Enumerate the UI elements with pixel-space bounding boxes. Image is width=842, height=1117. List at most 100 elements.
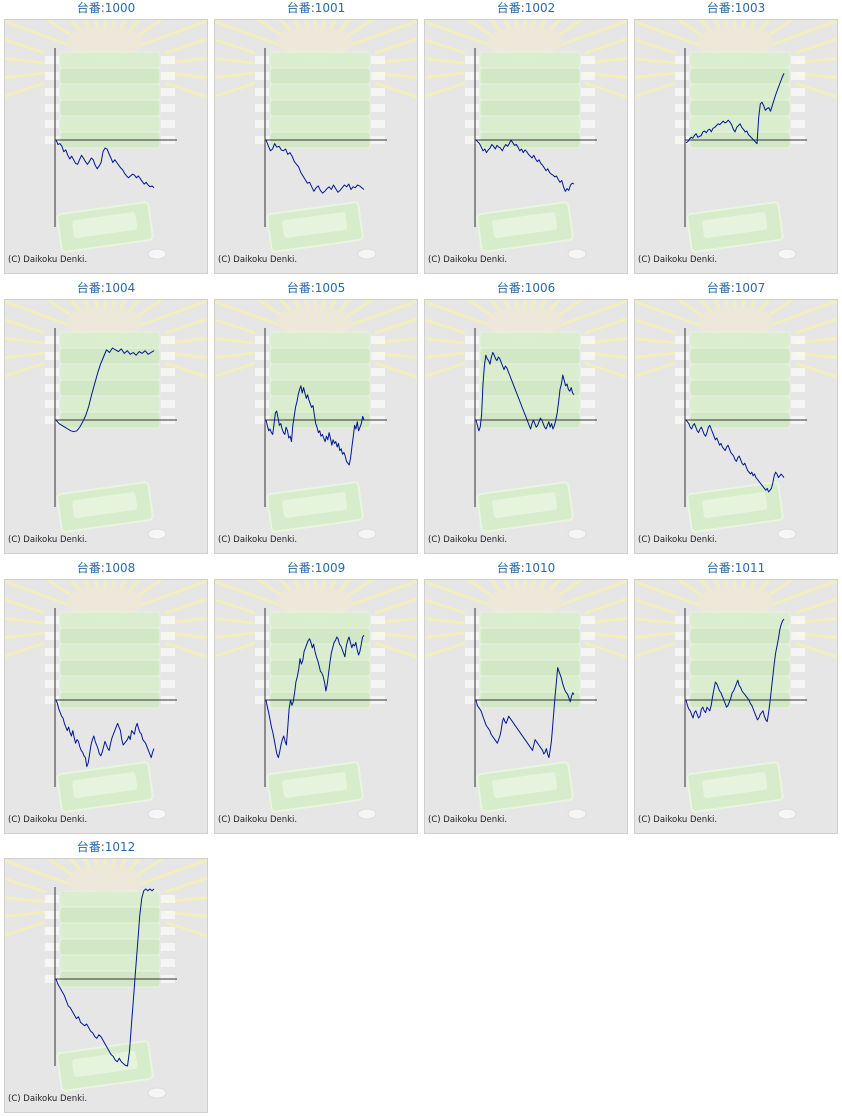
chart-cell: 台番:1002 (C) Daikoku Denki. <box>424 0 628 274</box>
copyright-text: (C) Daikoku Denki. <box>8 815 88 825</box>
machine-number-title[interactable]: 台番:1001 <box>286 1 346 15</box>
chart-cell: 台番:1007 (C) Daikoku Denki. <box>634 280 838 554</box>
crown-shape <box>487 26 563 58</box>
sunburst-rays <box>5 859 207 938</box>
stacked-boxes <box>465 611 595 709</box>
machine-number-title[interactable]: 台番:1002 <box>496 1 556 15</box>
coin-shape <box>567 248 587 260</box>
crown-shape <box>277 306 353 338</box>
coin-shape <box>567 528 587 540</box>
line-chart <box>5 580 207 820</box>
line-chart <box>635 300 837 540</box>
coin-shape <box>777 248 797 260</box>
stacked-boxes <box>675 611 805 709</box>
stacked-boxes <box>255 611 385 709</box>
line-chart <box>215 300 417 540</box>
chart-cell: 台番:1010 (C) Daikoku Denki. <box>424 560 628 834</box>
machine-number-title[interactable]: 台番:1003 <box>706 1 766 15</box>
machine-number-title[interactable]: 台番:1009 <box>286 561 346 575</box>
copyright-text: (C) Daikoku Denki. <box>638 535 718 545</box>
copyright-text: (C) Daikoku Denki. <box>218 815 298 825</box>
line-chart <box>635 20 837 260</box>
crown-shape <box>277 586 353 618</box>
chart-panel: (C) Daikoku Denki. <box>634 579 838 834</box>
machine-number-title[interactable]: 台番:1008 <box>76 561 136 575</box>
machine-number-title[interactable]: 台番:1012 <box>76 840 136 854</box>
machine-number-title[interactable]: 台番:1004 <box>76 281 136 295</box>
background-illustration <box>425 20 627 260</box>
coin-shape <box>567 808 587 820</box>
chart-panel: (C) Daikoku Denki. <box>4 579 208 834</box>
stacked-boxes <box>675 51 805 149</box>
line-chart <box>425 20 627 260</box>
series-line <box>685 618 785 723</box>
machine-number-title[interactable]: 台番:1006 <box>496 281 556 295</box>
copyright-text: (C) Daikoku Denki. <box>428 255 508 265</box>
crown-shape <box>67 26 143 58</box>
background-illustration <box>215 20 417 260</box>
coin-shape <box>147 248 167 260</box>
sunburst-rays <box>635 20 837 99</box>
copyright-text: (C) Daikoku Denki. <box>8 535 88 545</box>
chart-panel: (C) Daikoku Denki. <box>4 299 208 554</box>
chart-cell: 台番:1008 (C) Daikoku Denki. <box>4 560 208 834</box>
chart-cell: 台番:1003 (C) Daikoku Denki. <box>634 0 838 274</box>
crown-shape <box>697 306 773 338</box>
machine-number-title[interactable]: 台番:1007 <box>706 281 766 295</box>
copyright-text: (C) Daikoku Denki. <box>218 255 298 265</box>
sunburst-rays <box>215 580 417 659</box>
series-line <box>475 139 575 192</box>
series-line <box>475 667 575 759</box>
background-illustration <box>425 580 627 820</box>
crown-shape <box>67 306 143 338</box>
coin-shape <box>357 528 377 540</box>
copyright-text: (C) Daikoku Denki. <box>428 535 508 545</box>
coin-shape <box>777 528 797 540</box>
chart-cell: 台番:1011 (C) Daikoku Denki. <box>634 560 838 834</box>
chart-cell: 台番:1000 (C) Daikoku Denki. <box>4 0 208 274</box>
machine-number-title[interactable]: 台番:1000 <box>76 1 136 15</box>
line-chart <box>425 300 627 540</box>
background-illustration <box>5 859 207 1099</box>
sunburst-rays <box>5 580 207 659</box>
chart-cell: 台番:1012 (C) Daikoku Denki. <box>4 839 208 1113</box>
stacked-boxes <box>465 331 595 429</box>
sunburst-rays <box>425 20 627 99</box>
chart-panel: (C) Daikoku Denki. <box>424 19 628 274</box>
chart-panel: (C) Daikoku Denki. <box>634 299 838 554</box>
chart-panel: (C) Daikoku Denki. <box>214 579 418 834</box>
stacked-boxes <box>675 331 805 429</box>
series-line <box>265 139 365 194</box>
line-chart <box>635 580 837 820</box>
sunburst-rays <box>425 580 627 659</box>
coin-shape <box>147 528 167 540</box>
copyright-text: (C) Daikoku Denki. <box>638 255 718 265</box>
coin-shape <box>357 808 377 820</box>
copyright-text: (C) Daikoku Denki. <box>428 815 508 825</box>
stacked-boxes <box>45 611 175 709</box>
chart-panel: (C) Daikoku Denki. <box>214 19 418 274</box>
line-chart <box>215 20 417 260</box>
coin-shape <box>147 808 167 820</box>
chart-cell: 台番:1004 (C) Daikoku Denki. <box>4 280 208 554</box>
chart-panel: (C) Daikoku Denki. <box>214 299 418 554</box>
stacked-boxes <box>255 331 385 429</box>
chart-cell: 台番:1005 (C) Daikoku Denki. <box>214 280 418 554</box>
background-illustration <box>215 300 417 540</box>
machine-number-title[interactable]: 台番:1011 <box>706 561 766 575</box>
chart-panel: (C) Daikoku Denki. <box>4 19 208 274</box>
machine-number-title[interactable]: 台番:1005 <box>286 281 346 295</box>
series-line <box>685 73 785 145</box>
stacked-boxes <box>45 890 175 988</box>
machine-number-title[interactable]: 台番:1010 <box>496 561 556 575</box>
series-line <box>265 385 365 466</box>
background-illustration <box>635 300 837 540</box>
crown-shape <box>697 586 773 618</box>
line-chart <box>425 580 627 820</box>
series-line <box>55 888 155 1067</box>
sunburst-rays <box>635 300 837 379</box>
chart-panel: (C) Daikoku Denki. <box>4 858 208 1113</box>
crown-shape <box>277 26 353 58</box>
copyright-text: (C) Daikoku Denki. <box>8 1094 88 1104</box>
coin-shape <box>357 248 377 260</box>
